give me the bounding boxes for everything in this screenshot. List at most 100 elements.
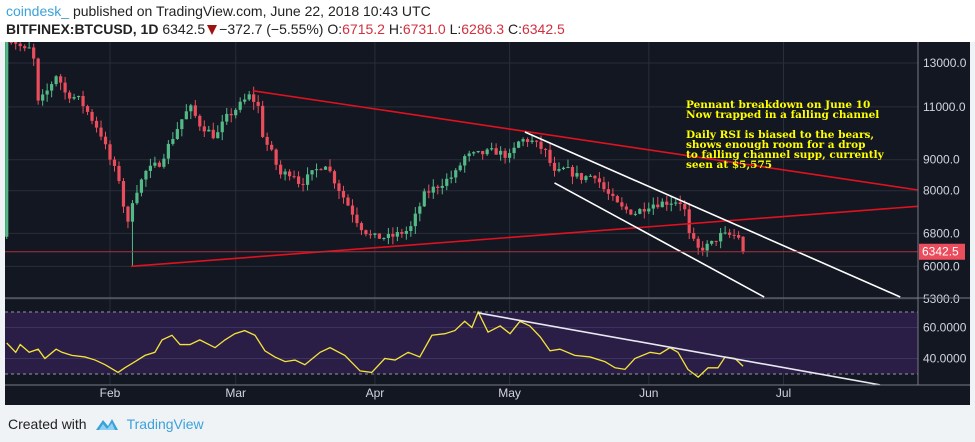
- candle-down: [157, 162, 161, 167]
- candle-down: [288, 171, 292, 177]
- candle-down: [642, 209, 646, 212]
- candle-down: [198, 115, 202, 127]
- candle-down: [741, 236, 745, 252]
- candle-down: [539, 141, 543, 149]
- candle-up: [431, 186, 435, 193]
- candle-up: [225, 113, 229, 122]
- candle-up: [566, 167, 570, 169]
- candle-up: [382, 238, 386, 240]
- close-label: C:: [507, 21, 522, 37]
- candle-up: [409, 226, 413, 232]
- tradingview-link[interactable]: TradingView: [126, 416, 204, 432]
- candle-down: [525, 139, 530, 142]
- candle-up: [476, 150, 480, 153]
- candle-down: [94, 120, 99, 128]
- candle-down: [99, 127, 103, 137]
- candle-up: [130, 203, 135, 222]
- candle-down: [427, 191, 431, 193]
- candle-down: [737, 235, 741, 238]
- candle-up: [584, 176, 588, 180]
- candle-down: [570, 167, 575, 177]
- candle-down: [377, 233, 381, 239]
- price-chart[interactable]: 13000.0 11000.0 9000.0 8000.0 6800.0 6000.0 53…: [5, 42, 970, 405]
- candle-up: [139, 179, 144, 193]
- candle-down: [624, 206, 628, 210]
- candle-up: [314, 169, 319, 171]
- candle-down: [256, 101, 260, 106]
- candle-up: [305, 174, 310, 185]
- candle-up: [180, 119, 184, 130]
- price-tick-label: 13000.0: [923, 56, 967, 70]
- candle-down: [296, 176, 301, 184]
- candle-up: [27, 47, 31, 49]
- candle-up: [323, 166, 328, 170]
- candle-up: [238, 101, 242, 110]
- candle-up: [386, 234, 390, 239]
- candle-up: [705, 243, 709, 251]
- candle-up: [723, 232, 727, 234]
- candle-up: [508, 153, 512, 158]
- time-tick-label: May: [498, 386, 521, 400]
- candle-up: [561, 167, 566, 170]
- candle-up: [207, 129, 211, 132]
- candle-up: [5, 42, 9, 237]
- publish-line: coindesk_ published on TradingView.com, …: [6, 3, 431, 19]
- candle-down: [615, 196, 619, 203]
- candle-down: [108, 144, 112, 160]
- pennant-lower-trendline: [131, 205, 919, 268]
- candle-down: [332, 171, 337, 184]
- candle-up: [404, 231, 408, 234]
- candle-down: [23, 46, 27, 49]
- last-price-badge: [919, 243, 965, 260]
- candle-down: [602, 182, 606, 190]
- candle-up: [647, 208, 651, 212]
- candle-down: [548, 149, 552, 163]
- annotation-line: Now trapped in a falling channel: [686, 109, 880, 121]
- candle-down: [63, 82, 67, 93]
- rsi-tick-label: 40.0000: [923, 352, 967, 366]
- candle-down: [341, 191, 346, 198]
- low-label: L:: [449, 21, 462, 37]
- candle-down: [90, 111, 94, 121]
- candle-up: [283, 171, 287, 175]
- candle-down: [701, 247, 705, 251]
- candle-down: [364, 230, 368, 235]
- candle-up: [50, 84, 54, 91]
- candle-up: [184, 111, 188, 120]
- candle-down: [436, 186, 440, 188]
- candle-down: [692, 232, 696, 239]
- candle-down: [359, 223, 364, 231]
- candle-down: [117, 165, 121, 182]
- candle-up: [638, 209, 642, 214]
- open-label: O:: [327, 21, 343, 37]
- author-link[interactable]: coindesk_: [6, 3, 70, 19]
- candle-up: [413, 213, 417, 227]
- candle-down: [629, 209, 633, 215]
- candle-down: [678, 202, 682, 205]
- candle-down: [579, 173, 584, 180]
- candle-down: [391, 234, 395, 237]
- candle-up: [530, 140, 534, 142]
- candle-down: [656, 204, 660, 208]
- candle-up: [710, 240, 714, 244]
- candle-down: [606, 189, 610, 194]
- time-tick-label: Feb: [100, 386, 121, 400]
- candle-down: [503, 150, 507, 158]
- candle-up: [485, 149, 489, 155]
- candle-up: [557, 169, 561, 171]
- candle-down: [211, 129, 215, 139]
- time-tick-label: Mar: [225, 386, 246, 400]
- candle-down: [350, 205, 355, 215]
- candle-down: [252, 94, 256, 102]
- candle-down: [9, 42, 13, 43]
- candle-up: [162, 158, 166, 167]
- rsi-band: [5, 312, 918, 374]
- last-price: 6342.5: [162, 21, 206, 37]
- candle-up: [660, 201, 664, 208]
- candle-down: [714, 240, 718, 242]
- candle-down: [534, 140, 539, 142]
- candle-down: [274, 149, 278, 165]
- candle-down: [265, 136, 269, 145]
- candle-down: [696, 238, 700, 248]
- candle-up: [76, 96, 81, 98]
